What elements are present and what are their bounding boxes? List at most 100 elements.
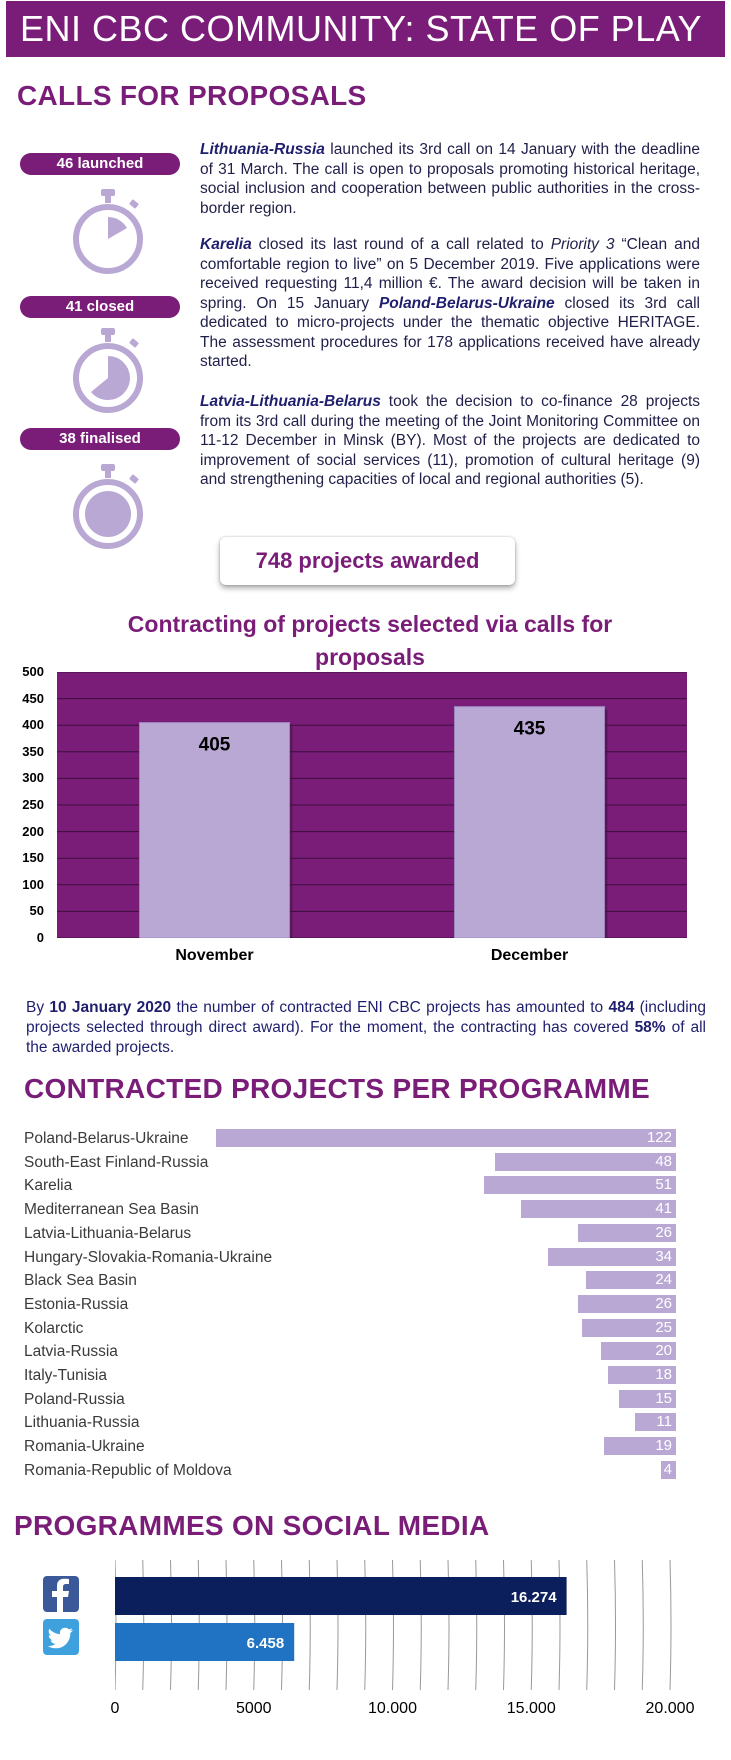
programme-bar [483, 1176, 676, 1195]
lead-poland-belarus-ukraine: Poland-Belarus-Ukraine [378, 294, 555, 312]
programme-value: 41 [655, 1200, 672, 1218]
programme-value: 51 [655, 1176, 672, 1194]
programme-value: 15 [655, 1389, 672, 1407]
social-media-chart: 16.274 6.458 [115, 1560, 672, 1690]
programme-bar [660, 1460, 676, 1479]
lead-karelia: Karelia [200, 236, 252, 253]
programme-bar [604, 1437, 676, 1456]
twitter-bar [115, 1623, 295, 1661]
programme-bar [577, 1294, 676, 1313]
gridline [669, 1560, 672, 1690]
twitter-icon [43, 1619, 79, 1655]
y-tick-label: 0 [36, 930, 44, 945]
gridline [614, 1560, 616, 1690]
gridline [475, 1560, 478, 1690]
programme-value: 26 [655, 1294, 672, 1312]
programme-bar [634, 1413, 676, 1432]
programme-name: Latvia-Lithuania-Belarus [24, 1224, 192, 1242]
social-heading: PROGRAMMES ON SOCIAL MEDIA [14, 1510, 490, 1541]
social-tick-label: 20.000 [645, 1700, 695, 1717]
bar-november [139, 722, 290, 938]
gridline [419, 1560, 422, 1690]
programme-name: Italy-Tunisia [24, 1367, 107, 1384]
programme-value: 34 [655, 1247, 672, 1265]
category-label: December [490, 947, 569, 964]
gridline [308, 1560, 311, 1690]
gridline [364, 1560, 367, 1690]
contracting-summary: By 10 January 2020 the number of contrac… [26, 999, 706, 1056]
programme-bar [585, 1271, 676, 1290]
programme-name: Black Sea Basin [24, 1272, 137, 1290]
y-tick-label: 100 [22, 876, 44, 892]
programme-value: 19 [655, 1437, 672, 1455]
gridline [558, 1560, 561, 1690]
y-tick-label: 350 [22, 743, 44, 759]
social-tick-label: 0 [110, 1700, 120, 1717]
stopwatch-half-icon [73, 328, 143, 413]
y-tick-label: 500 [22, 664, 44, 679]
facebook-value: 16.274 [511, 1589, 558, 1606]
finalised-badge: 38 finalised [20, 428, 180, 450]
programme-name: Kolarctic [24, 1319, 84, 1337]
paragraph-lithuania-russia: Lithuania-Russia launched its 3rd call o… [200, 141, 700, 217]
y-tick-label: 200 [22, 823, 44, 839]
programme-name: Romania-Republic of Moldova [24, 1461, 232, 1479]
social-tick-label: 15.000 [506, 1700, 556, 1717]
twitter-value: 6.458 [247, 1635, 285, 1652]
contracted-count: 484 [608, 999, 635, 1016]
y-tick-label: 250 [22, 797, 44, 812]
programme-name: Poland-Belarus-Ukraine [24, 1130, 189, 1147]
closed-badge: 41 closed [20, 296, 180, 318]
gridline [392, 1560, 394, 1690]
programme-value: 26 [655, 1223, 672, 1241]
paragraph-latvia-lithuania-belarus: Latvia-Lithuania-Belarus took the decisi… [200, 393, 700, 488]
programme-bar [581, 1318, 676, 1337]
stopwatch-full-icon [73, 464, 143, 549]
paragraph-karelia: Karelia closed its last round of a call … [200, 236, 700, 370]
y-tick-label: 150 [22, 850, 44, 866]
facebook-icon [43, 1576, 79, 1612]
programme-name: Estonia-Russia [24, 1295, 129, 1313]
contracting-chart: 405 435 [57, 672, 687, 938]
category-label: November [175, 947, 254, 964]
social-tick-label: 5000 [235, 1700, 272, 1717]
gridline [641, 1560, 644, 1690]
programme-value: 25 [655, 1318, 672, 1336]
launched-badge: 46 launched [20, 153, 180, 175]
programme-name: Poland-Russia [24, 1390, 125, 1408]
bar-value-label: 405 [199, 735, 231, 756]
programme-bar [600, 1342, 676, 1361]
calls-heading: CALLS FOR PROPOSALS [17, 80, 367, 111]
programme-bar [608, 1366, 676, 1384]
facebook-bar [115, 1577, 567, 1615]
programme-name: South-East Finland-Russia [24, 1153, 209, 1171]
programme-value: 48 [655, 1152, 672, 1170]
programme-bar [619, 1389, 676, 1408]
y-tick-label: 400 [22, 717, 44, 733]
programme-name: Mediterranean Sea Basin [24, 1201, 199, 1219]
programme-name: Karelia [24, 1177, 73, 1195]
programme-value: 122 [646, 1129, 672, 1146]
programme-name: Romania-Ukraine [24, 1438, 145, 1456]
bar-value-label: 435 [514, 719, 546, 740]
stopwatch-quarter-icon [73, 189, 143, 274]
y-tick-label: 50 [29, 903, 44, 919]
lead-lithuania-russia: Lithuania-Russia [200, 141, 325, 158]
y-tick-label: 300 [22, 770, 44, 786]
gridline [586, 1560, 589, 1690]
gridline [530, 1560, 533, 1690]
programme-bar [495, 1152, 676, 1171]
programme-value: 11 [656, 1413, 672, 1431]
programme-bar [216, 1129, 676, 1147]
programme-value: 4 [663, 1460, 672, 1478]
y-tick-label: 450 [22, 690, 44, 706]
gridline [503, 1560, 505, 1690]
bar-december [454, 706, 605, 938]
gridline [447, 1560, 450, 1690]
page-title: ENI CBC COMMUNITY: STATE OF PLAY [6, 1, 725, 57]
gridline [336, 1560, 339, 1690]
programme-value: 24 [655, 1271, 672, 1289]
contracted-percent: 58% [634, 1019, 666, 1036]
programme-bar [521, 1200, 676, 1219]
contracting-date: 10 January 2020 [49, 999, 172, 1016]
